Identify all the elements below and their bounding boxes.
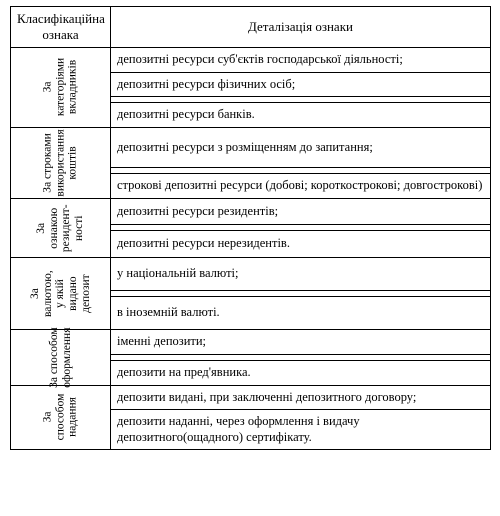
detail-cell: депозитні ресурси нерезидентів. [111,231,491,258]
detail-cell: депозитні ресурси з розміщенням до запит… [111,127,491,167]
header-col1: Класифікаційна ознака [11,7,111,48]
class-label: Заспособомнадання [11,385,111,450]
detail-cell: депозитні ресурси банків. [111,103,491,128]
table-row: Закатегоріямивкладників депозитні ресурс… [11,48,491,73]
detail-cell: депозити наданні, через оформлення і вид… [111,410,491,450]
table-row: Заспособомнадання депозити видані, при з… [11,385,491,410]
table-row: Завалютою,у якійвиданодепозит у націонал… [11,258,491,291]
classification-table: Класифікаційна ознака Деталізація ознаки… [10,6,491,450]
detail-cell: депозити на пред'явника. [111,360,491,385]
detail-cell: депозити видані, при заключенні депозитн… [111,385,491,410]
header-col2: Деталізація ознаки [111,7,491,48]
detail-cell: у національній валюті; [111,258,491,291]
class-label: Заознакоюрезидент-ності [11,198,111,258]
detail-cell: в іноземній валюті. [111,297,491,330]
detail-cell: іменні депозити; [111,330,491,355]
detail-cell: строкові депозитні ресурси (добові; коро… [111,173,491,198]
detail-cell: депозитні ресурси суб'єктів господарсько… [111,48,491,73]
table-row: Заознакоюрезидент-ності депозитні ресурс… [11,198,491,225]
detail-cell: депозитні ресурси резидентів; [111,198,491,225]
table-row: За строкамивикористаннякоштів депозитні … [11,127,491,167]
class-label: Закатегоріямивкладників [11,48,111,128]
table-header-row: Класифікаційна ознака Деталізація ознаки [11,7,491,48]
detail-cell: депозитні ресурси фізичних осіб; [111,72,491,97]
